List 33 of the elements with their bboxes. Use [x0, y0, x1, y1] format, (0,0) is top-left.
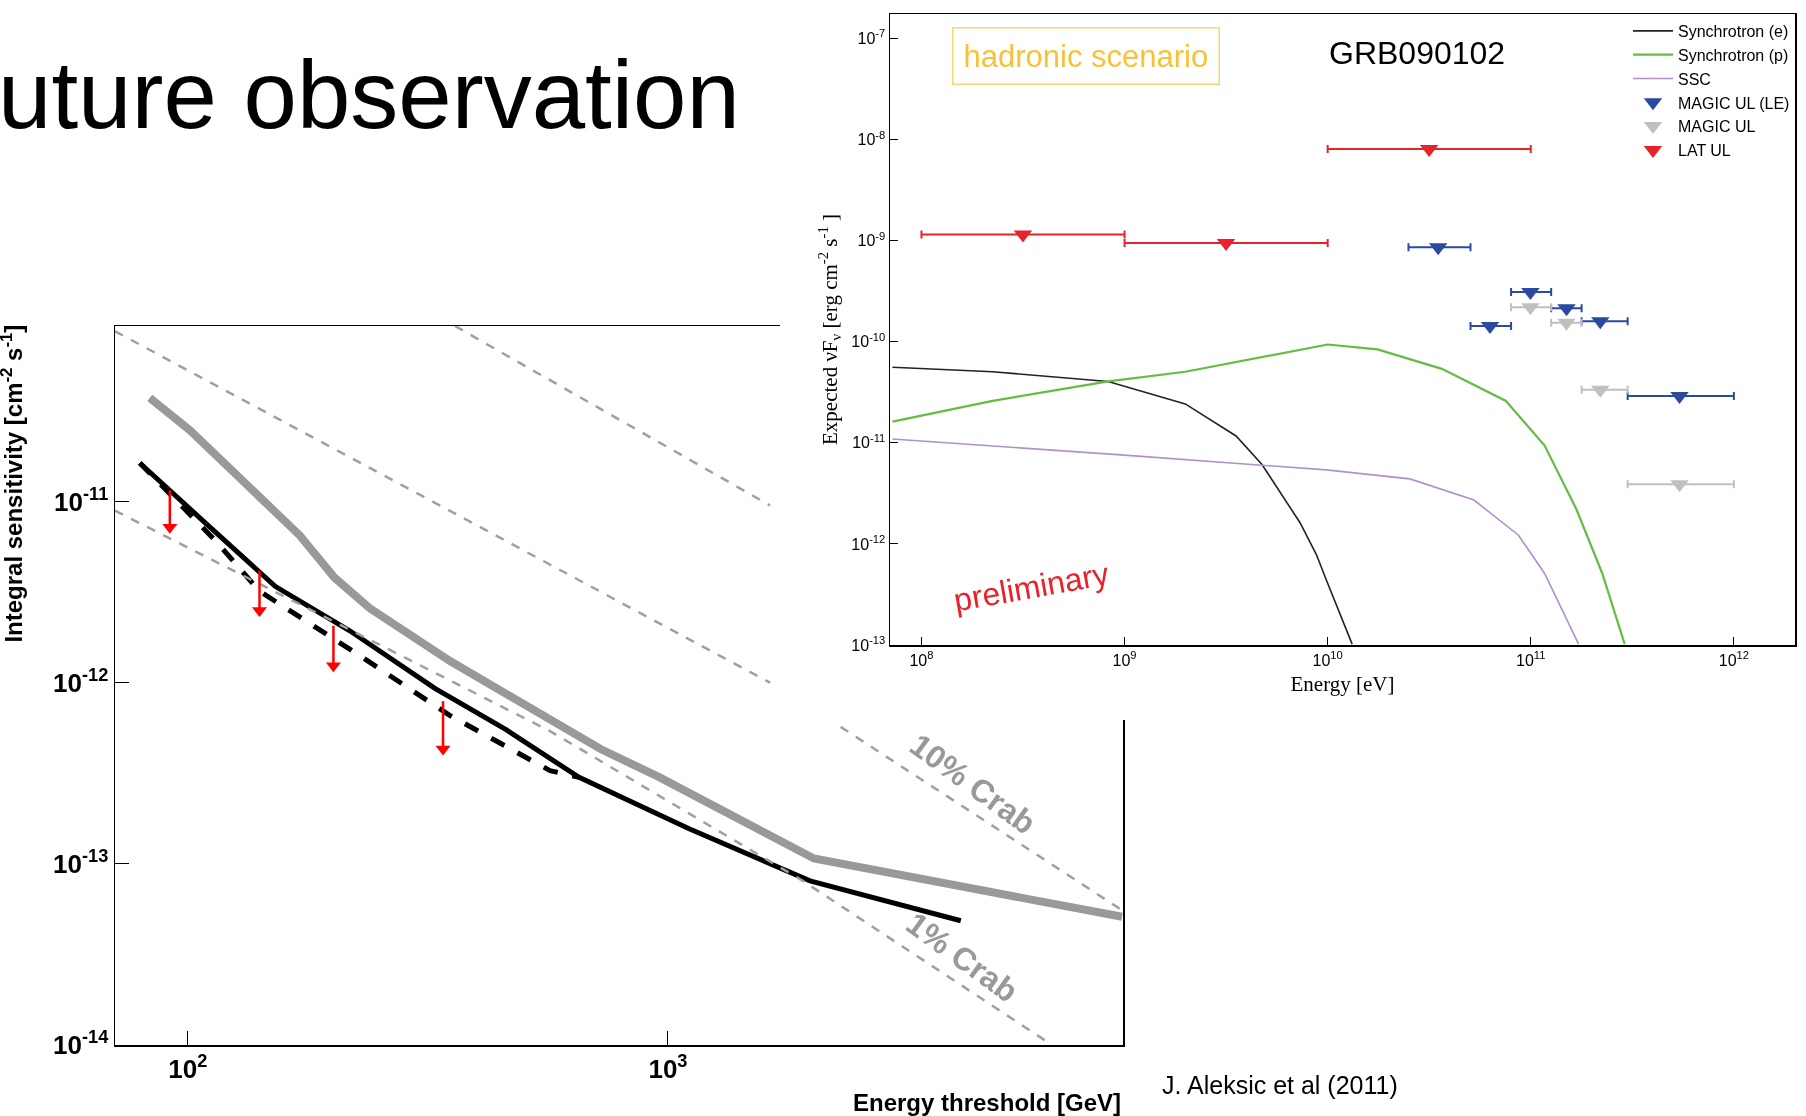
legend-label: SSC: [1678, 70, 1711, 88]
x-axis-title: Energy threshold [GeV]: [853, 1089, 1122, 1116]
legend-label: MAGIC UL (LE): [1678, 94, 1790, 112]
x-tick-label: 10$^{2}$: [168, 1050, 208, 1084]
legend-label: MAGIC UL: [1678, 118, 1756, 136]
annotation: 10% Crab: [903, 726, 1043, 842]
y-tick-label: 10$^{-7}$: [857, 27, 886, 48]
legend-label: Synchrotron (e): [1678, 23, 1789, 41]
x-tick-label: 10$^{12}$: [1718, 648, 1749, 669]
y-tick-label: 10$^{-13}$: [53, 846, 109, 879]
x-tick-label: 10$^{11}$: [1516, 648, 1546, 669]
x-axis-title: Energy [eV]: [1290, 671, 1395, 696]
y-tick-label: 10$^{-8}$: [857, 128, 886, 149]
chart-title: uture observation: [0, 40, 740, 150]
y-tick-label: 10$^{-14}$: [53, 1027, 110, 1061]
y-tick-label: 10$^{-12}$: [53, 664, 109, 698]
x-tick-label: 10$^{3}$: [648, 1050, 688, 1084]
annotation: GRB090102: [1329, 35, 1506, 71]
x-tick-label: 10$^{9}$: [1112, 648, 1137, 669]
y-tick-label: 10$^{-9}$: [857, 229, 886, 250]
text: J. Aleksic et al (2011): [1162, 1071, 1398, 1099]
y-tick-label: 10$^{-10}$: [851, 330, 886, 351]
legend-label: LAT UL: [1678, 142, 1731, 160]
y-tick-label: 10$^{-11}$: [852, 431, 886, 452]
y-tick-label: 10$^{-12}$: [851, 532, 886, 553]
annotation: hadronic scenario: [963, 38, 1209, 74]
annotation: 1% Crab: [899, 905, 1025, 1010]
legend-label: Synchrotron (p): [1678, 46, 1789, 64]
annotation: preliminary: [951, 555, 1112, 619]
y-tick-label: 10$^{-11}$: [54, 483, 109, 517]
x-tick-label: 10$^{8}$: [909, 648, 934, 669]
x-tick-label: 10$^{10}$: [1312, 648, 1343, 669]
y-tick-label: 10$^{-13}$: [851, 633, 886, 654]
